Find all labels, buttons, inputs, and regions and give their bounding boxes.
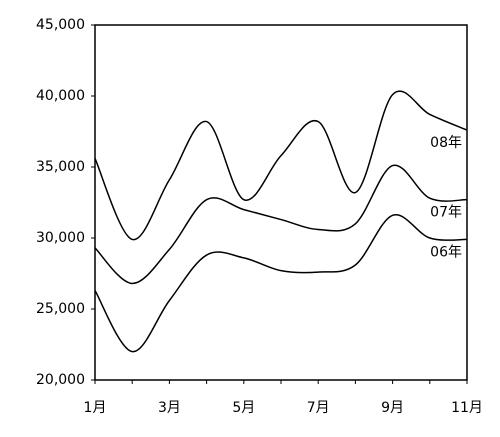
x-tick-label: 11月 <box>451 400 483 416</box>
series-line <box>94 164 468 285</box>
x-tick-label: 5月 <box>232 400 255 416</box>
series-line <box>94 214 468 353</box>
y-tick-label: 20,000 <box>36 372 85 388</box>
y-tick-label: 45,000 <box>36 17 85 33</box>
y-tick-label: 30,000 <box>36 230 85 246</box>
y-tick-label: 25,000 <box>36 301 85 317</box>
y-tick-label: 35,000 <box>36 159 85 175</box>
series-label: 07年 <box>430 205 462 221</box>
plot-frame <box>94 24 468 381</box>
x-tick-label: 1月 <box>84 400 107 416</box>
x-tick-label: 3月 <box>158 400 181 416</box>
y-tick-label: 40,000 <box>36 88 85 104</box>
series-line <box>94 90 468 241</box>
x-tick-label: 7月 <box>307 400 330 416</box>
x-tick-label: 9月 <box>381 400 404 416</box>
series-label: 08年 <box>430 135 462 151</box>
series-label: 06年 <box>430 244 462 260</box>
